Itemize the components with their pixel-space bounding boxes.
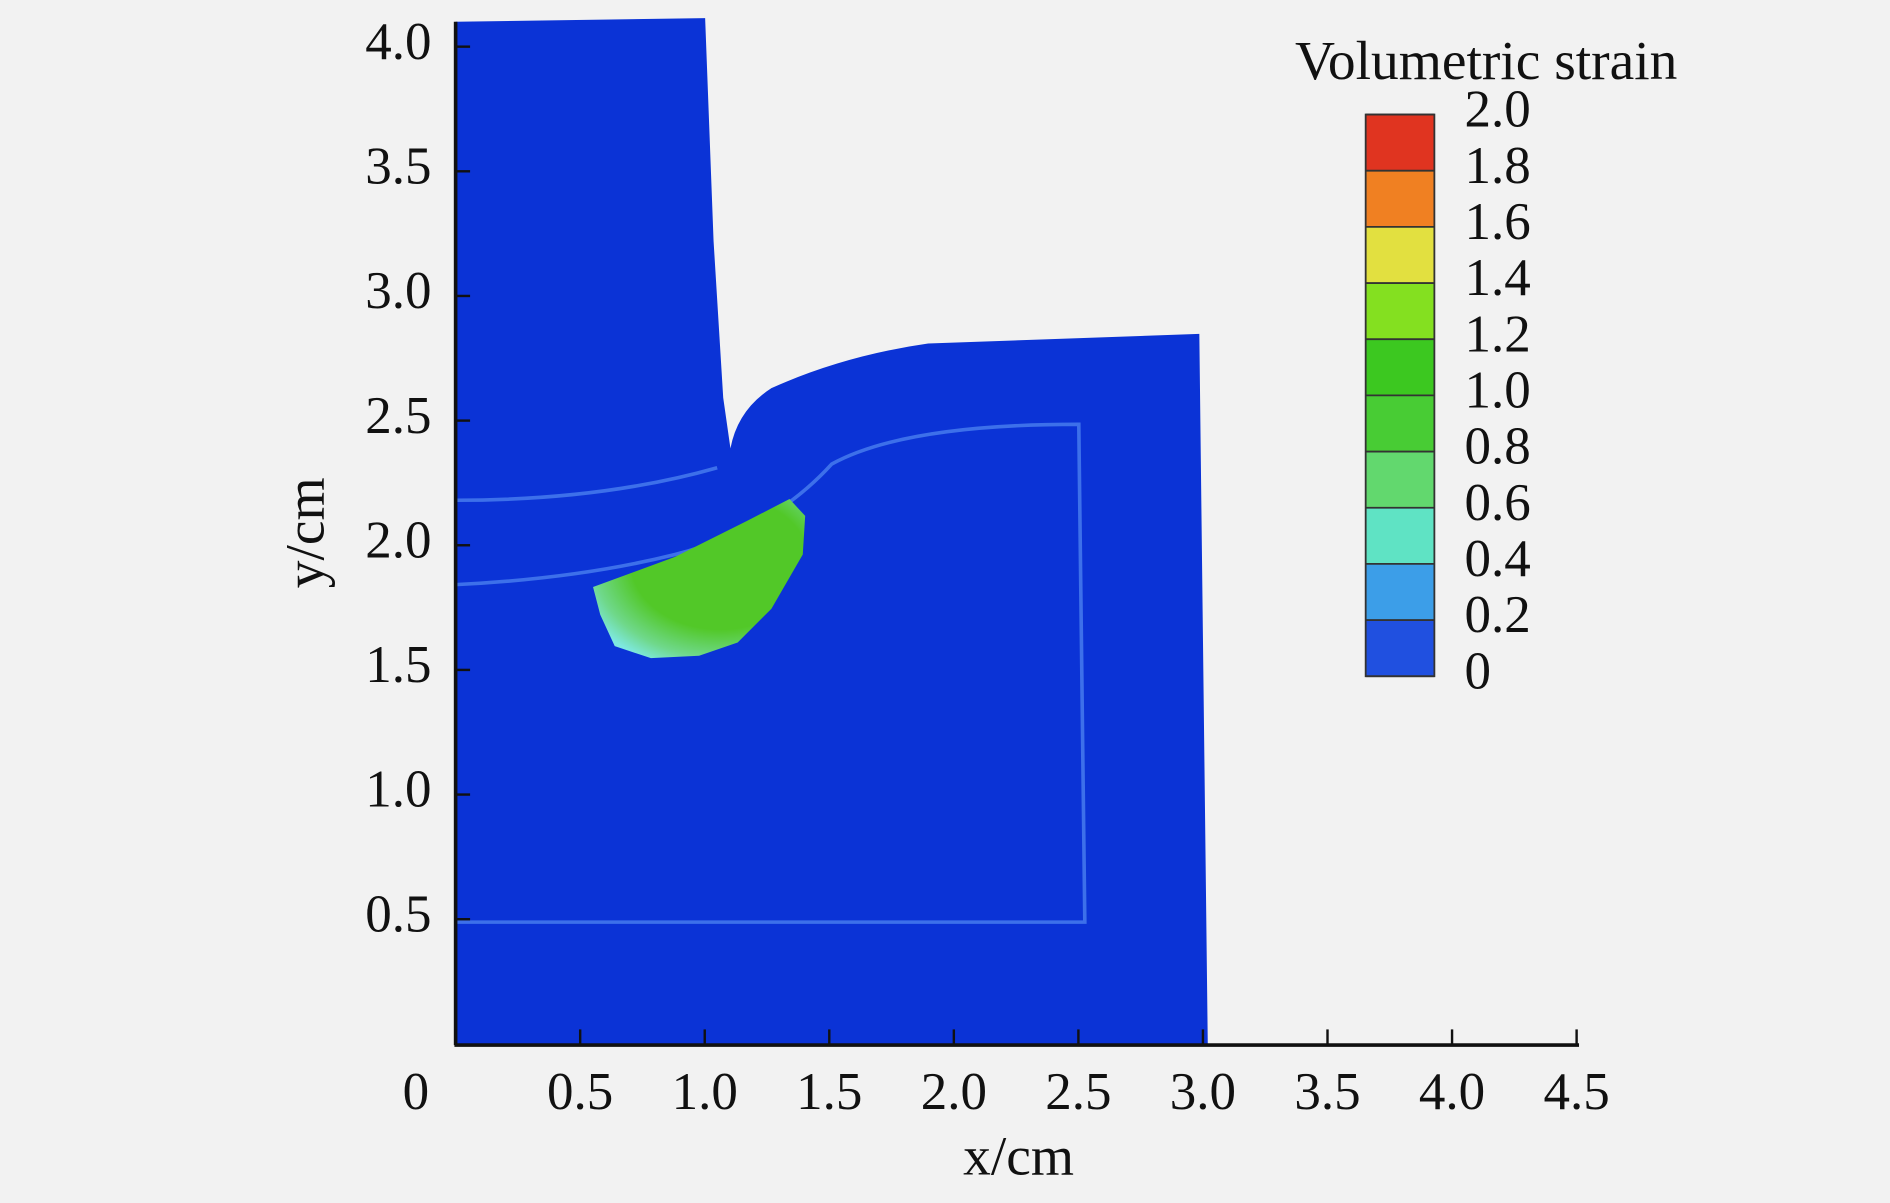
strain-zone [593, 499, 806, 659]
y-tick-label: 1.0 [365, 761, 431, 819]
y-tick-label: 3.0 [365, 262, 431, 320]
colorbar-tick-label: 0.2 [1465, 586, 1531, 644]
colorbar-band [1365, 451, 1435, 508]
colorbar-band [1365, 226, 1435, 284]
y-tick-label: 2.5 [365, 387, 431, 445]
colorbar-tick-label: 1.0 [1465, 362, 1531, 420]
colorbar-tick-label: 0.4 [1465, 530, 1531, 588]
y-axis-label: y/cm [275, 477, 336, 588]
y-tick-label: 3.5 [365, 137, 431, 195]
y-tick-label: 0.5 [365, 885, 431, 943]
colorbar-band [1365, 170, 1435, 227]
x-tick-label: 0.5 [547, 1063, 613, 1121]
colorbar-band [1365, 339, 1435, 396]
field-domain [455, 18, 1208, 1044]
x-axis-label: x/cm [963, 1126, 1074, 1187]
x-tick-label: 0 [403, 1063, 430, 1121]
y-tick-label: 2.0 [365, 511, 431, 569]
x-tick-label: 2.0 [921, 1063, 987, 1121]
colorbar-band [1365, 114, 1435, 171]
colorbar-band [1365, 395, 1435, 452]
colorbar-tick-label: 2.0 [1465, 81, 1531, 139]
colorbar-tick-label: 1.8 [1465, 137, 1531, 195]
colorbar-band [1365, 507, 1435, 564]
x-tick-label: 2.5 [1045, 1063, 1111, 1121]
colorbar-frame [1364, 113, 1436, 678]
colorbar-tick-label: 0.8 [1465, 418, 1531, 476]
colorbar-tick-label: 1.4 [1465, 249, 1531, 307]
colorbar-tick-label: 0 [1465, 642, 1492, 700]
x-tick-label: 3.0 [1170, 1063, 1236, 1121]
x-tick-label: 1.0 [672, 1063, 738, 1121]
colorbar-tick-label: 1.2 [1465, 305, 1531, 363]
y-tick-label: 4.0 [365, 13, 431, 71]
colorbar-tick-label: 0.6 [1465, 474, 1531, 532]
colorbar-band [1365, 283, 1435, 340]
colorbar-title: Volumetric strain [1295, 30, 1677, 91]
x-tick-label: 1.5 [796, 1063, 862, 1121]
colorbar-band [1365, 563, 1435, 621]
colorbar-tick-label: 1.6 [1465, 193, 1531, 251]
y-tick-label: 1.5 [365, 636, 431, 694]
layer-boundary [455, 465, 718, 503]
x-tick-label: 4.0 [1419, 1063, 1485, 1121]
x-tick-label: 4.5 [1543, 1063, 1609, 1121]
x-tick-label: 3.5 [1294, 1063, 1360, 1121]
colorbar-band [1365, 620, 1435, 677]
